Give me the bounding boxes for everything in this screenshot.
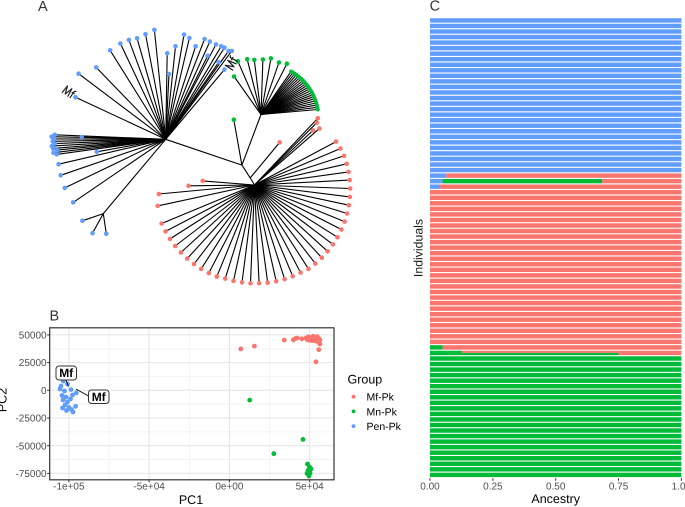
svg-text:0.00: 0.00 [420, 482, 440, 493]
svg-text:PC1: PC1 [179, 493, 203, 507]
svg-text:0.50: 0.50 [546, 482, 566, 493]
svg-text:5e+04: 5e+04 [296, 482, 325, 493]
svg-text:PC2: PC2 [0, 388, 10, 412]
svg-text:Pen-Pk: Pen-Pk [367, 421, 402, 433]
svg-text:B: B [50, 309, 60, 325]
svg-text:Mf: Mf [92, 390, 107, 404]
svg-text:25000: 25000 [19, 358, 47, 369]
svg-text:Group: Group [348, 373, 383, 387]
svg-text:A: A [38, 0, 48, 15]
svg-text:0.25: 0.25 [483, 482, 503, 493]
svg-text:0: 0 [41, 386, 47, 397]
svg-text:0e+00: 0e+00 [215, 482, 244, 493]
svg-text:Individuals: Individuals [411, 219, 425, 277]
svg-text:Mf: Mf [59, 366, 74, 380]
svg-text:Mf-Pk: Mf-Pk [367, 392, 395, 404]
svg-text:-75000: -75000 [15, 469, 47, 480]
svg-text:Mn-Pk: Mn-Pk [367, 406, 398, 418]
svg-text:-5e+04: -5e+04 [133, 482, 165, 493]
svg-text:C: C [430, 0, 440, 15]
svg-text:Ancestry: Ancestry [531, 492, 580, 506]
svg-text:0.75: 0.75 [609, 482, 629, 493]
svg-text:-1e+05: -1e+05 [53, 482, 85, 493]
svg-text:1.00: 1.00 [672, 482, 685, 493]
svg-text:-50000: -50000 [15, 441, 47, 452]
svg-text:-25000: -25000 [15, 414, 47, 425]
svg-text:50000: 50000 [19, 331, 47, 342]
